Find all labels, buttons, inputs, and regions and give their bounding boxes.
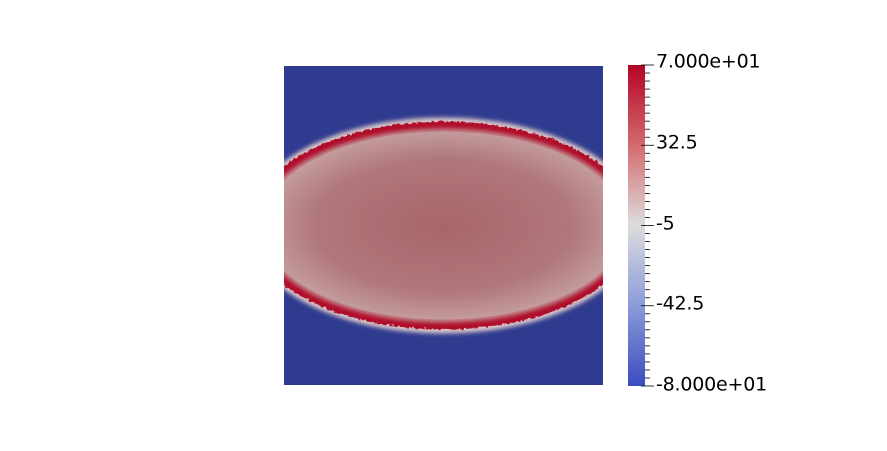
colorbar-label-upper: 32.5 [656,131,698,154]
interior-region [284,131,603,320]
colorbar-label-mid: -5 [656,212,675,235]
colorbar-ticks [641,64,654,387]
colorbar-label-lower: -42.5 [656,292,705,315]
field-plot [284,66,603,385]
colorbar-label-min: -8.000e+01 [656,373,768,396]
colorbar-gradient [628,65,645,386]
colorbar [628,64,654,387]
colorbar-label-max: 7.000e+01 [656,50,761,73]
